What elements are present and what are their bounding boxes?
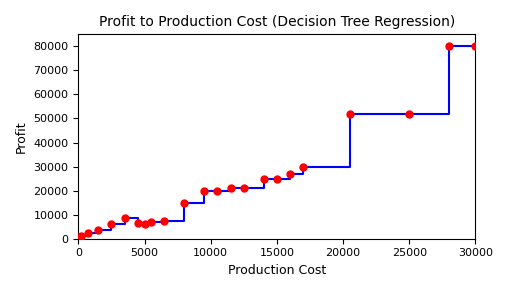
Point: [121, 216, 129, 221]
Point: [445, 44, 453, 49]
Point: [471, 44, 480, 49]
Point: [180, 200, 188, 205]
Point: [405, 111, 414, 116]
Point: [134, 221, 142, 225]
X-axis label: Production Cost: Production Cost: [228, 264, 326, 277]
Point: [286, 171, 294, 176]
Point: [200, 188, 208, 193]
Title: Profit to Production Cost (Decision Tree Regression): Profit to Production Cost (Decision Tree…: [99, 15, 455, 29]
Point: [84, 230, 92, 235]
Point: [77, 234, 85, 239]
Point: [227, 186, 235, 191]
Point: [240, 186, 248, 191]
Point: [141, 222, 149, 227]
Point: [213, 188, 221, 193]
Point: [345, 111, 354, 116]
Point: [260, 176, 268, 181]
Point: [273, 176, 281, 181]
Y-axis label: Profit: Profit: [15, 120, 28, 153]
Point: [161, 218, 169, 223]
Point: [299, 164, 307, 169]
Point: [107, 222, 115, 227]
Point: [147, 220, 155, 224]
Point: [94, 228, 102, 233]
